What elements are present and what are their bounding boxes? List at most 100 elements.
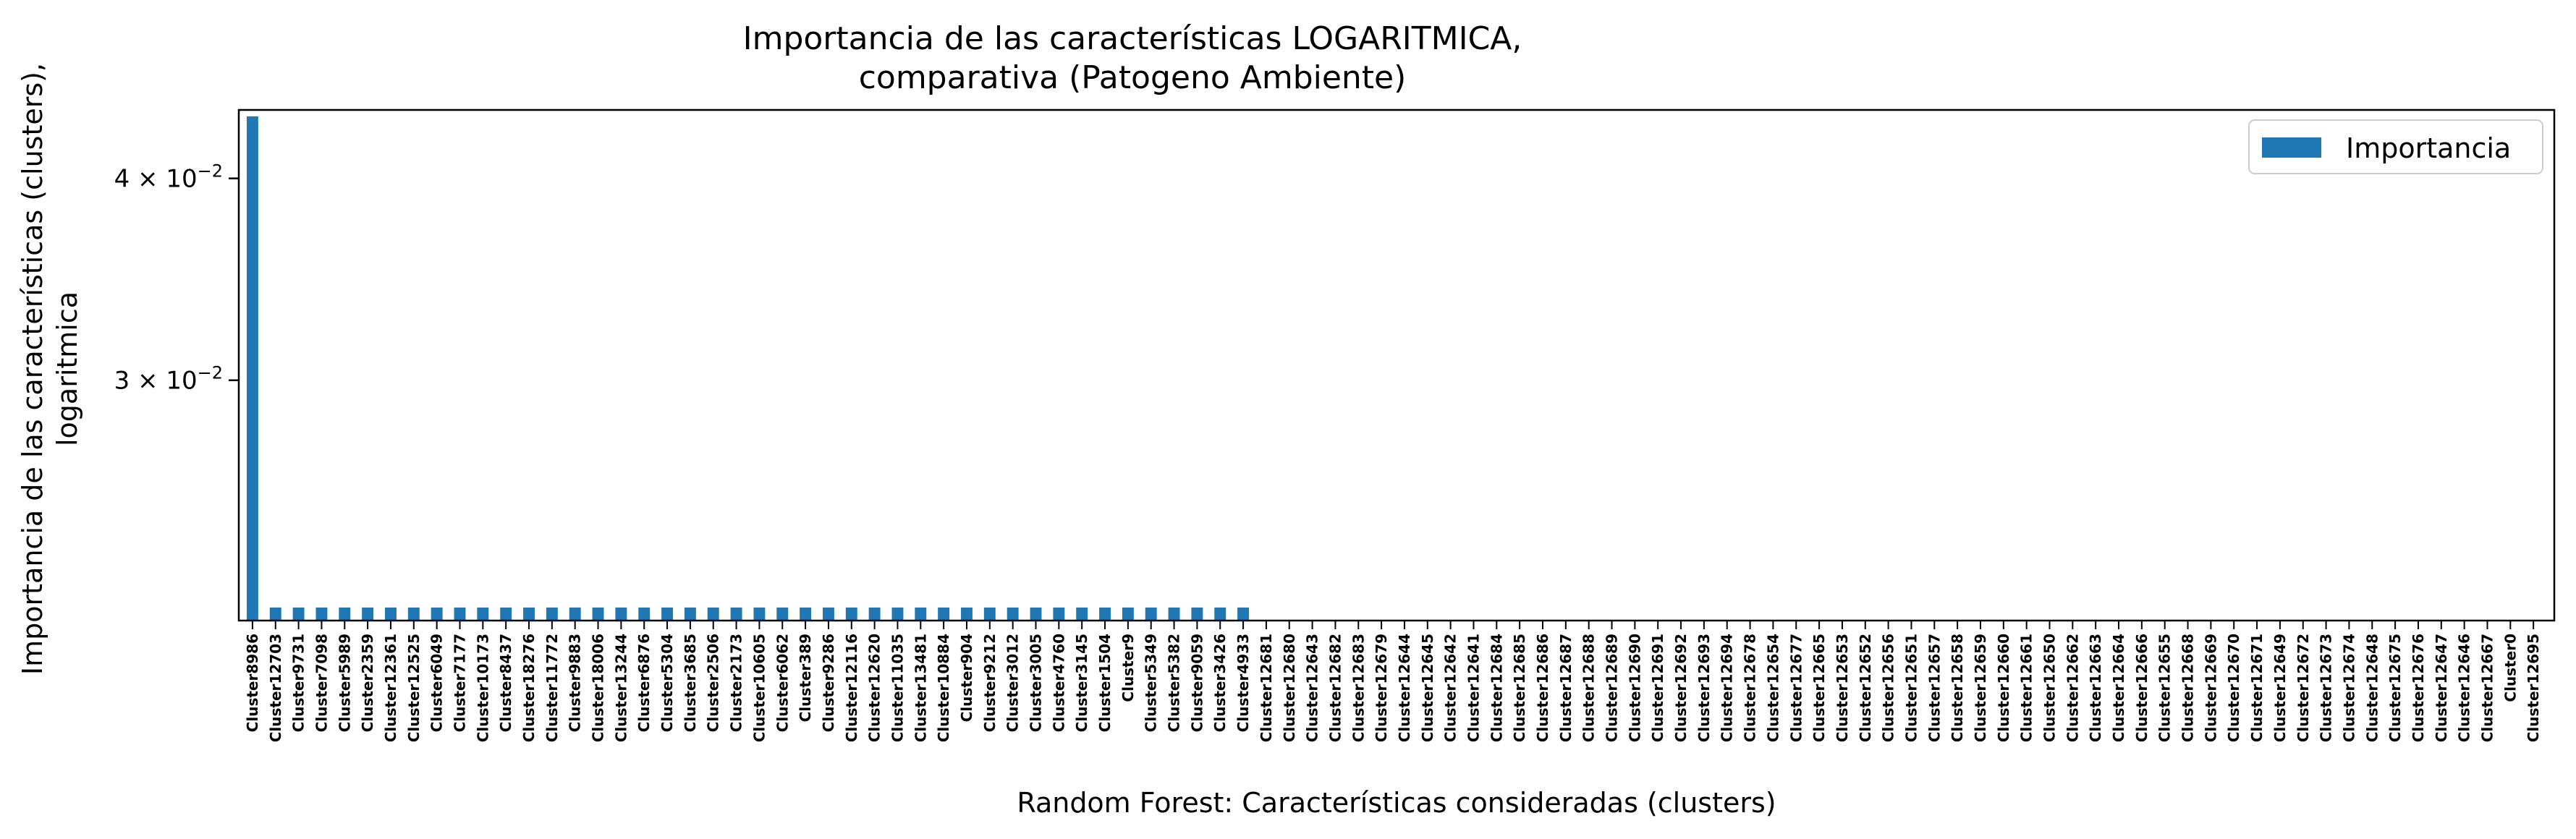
x-tick-label: Cluster904	[958, 634, 975, 722]
bar	[592, 607, 604, 621]
x-tick-label: Cluster2506	[705, 634, 722, 732]
chart-title-line-2: comparativa (Patogeno Ambiente)	[859, 59, 1407, 96]
x-tick-label: Cluster12620	[866, 634, 884, 742]
x-tick-label: Cluster3012	[1004, 634, 1022, 732]
x-tick-label: Cluster12653	[1834, 634, 1851, 742]
x-tick-label: Cluster11035	[889, 634, 906, 742]
bar	[661, 607, 674, 621]
x-tick-label: Cluster389	[797, 634, 814, 722]
x-tick-label: Cluster12655	[2156, 634, 2174, 742]
x-tick-label: Cluster7098	[313, 634, 330, 732]
x-tick-label: Cluster12641	[1465, 634, 1482, 742]
bar	[315, 607, 328, 621]
bar	[477, 607, 489, 621]
x-tick-label: Cluster12661	[2018, 634, 2035, 742]
x-tick-label: Cluster12659	[1972, 634, 1989, 742]
y-axis-ticks: 4 × 10−2 3 × 10−2	[114, 161, 239, 396]
bar	[385, 607, 397, 621]
x-axis-label: Random Forest: Características considera…	[1017, 787, 1776, 819]
x-tick-label: Cluster12665	[1810, 634, 1828, 742]
bar	[1099, 607, 1111, 621]
x-tick-label: Cluster12642	[1442, 634, 1459, 742]
bar	[1053, 607, 1065, 621]
x-tick-label: Cluster4933	[1234, 634, 1252, 732]
x-tick-label: Cluster12677	[1787, 634, 1805, 742]
x-tick-label: Cluster12651	[1902, 634, 1920, 742]
bar	[707, 607, 719, 621]
x-tick-label: Cluster4760	[1050, 634, 1067, 732]
x-tick-label: Cluster12647	[2433, 634, 2450, 742]
bar	[1076, 607, 1088, 621]
x-tick-label: Cluster12674	[2340, 634, 2357, 742]
x-tick-label: Cluster12652	[1857, 634, 1874, 742]
bar	[246, 116, 258, 621]
x-tick-label: Cluster12673	[2318, 634, 2335, 742]
bar	[431, 607, 443, 621]
x-tick-label: Cluster18006	[590, 634, 607, 742]
x-tick-label: Cluster3426	[1211, 634, 1229, 732]
x-tick-label: Cluster12685	[1511, 634, 1528, 742]
bar	[1007, 607, 1019, 621]
x-tick-label: Cluster1504	[1096, 634, 1114, 732]
bar	[1191, 607, 1203, 621]
plot-frame	[237, 108, 2556, 622]
x-tick-label: Cluster12667	[2478, 634, 2496, 742]
x-tick-label: Cluster12676	[2410, 634, 2427, 742]
x-tick-label: Cluster12693	[1695, 634, 1713, 742]
x-tick-label: Cluster12681	[1258, 634, 1275, 742]
x-tick-label: Cluster12695	[2525, 634, 2542, 742]
bar	[269, 607, 281, 621]
x-tick-label: Cluster7177	[451, 634, 468, 732]
x-tick-label: Cluster8437	[497, 634, 514, 732]
x-tick-label: Cluster12670	[2225, 634, 2242, 742]
x-tick-label: Cluster12694	[1719, 634, 1736, 742]
x-tick-label: Cluster12690	[1626, 634, 1643, 742]
bar	[1214, 607, 1226, 621]
bar	[615, 607, 627, 621]
x-tick-label: Cluster12672	[2295, 634, 2312, 742]
x-tick-label: Cluster12656	[1880, 634, 1897, 742]
bar	[938, 607, 950, 621]
bar	[961, 607, 973, 621]
x-tick-label: Cluster5382	[1166, 634, 1183, 732]
x-tick-label: Cluster12116	[843, 634, 860, 742]
bar	[292, 607, 305, 621]
bar	[776, 607, 789, 621]
x-tick-label: Cluster12671	[2248, 634, 2266, 742]
x-tick-label: Cluster12657	[1925, 634, 1943, 742]
bar	[753, 607, 766, 621]
bar	[983, 607, 996, 621]
x-tick-label: Cluster6876	[635, 634, 653, 732]
x-tick-label: Cluster12675	[2386, 634, 2404, 742]
x-tick-label: Cluster11772	[543, 634, 561, 742]
bar	[546, 607, 558, 621]
x-tick-label: Cluster9212	[981, 634, 999, 732]
bar	[800, 607, 812, 621]
bar	[569, 607, 581, 621]
x-tick-label: Cluster12525	[405, 634, 423, 742]
bar	[523, 607, 535, 621]
x-tick-label: Cluster5304	[658, 634, 676, 732]
x-tick-label: Cluster12687	[1557, 634, 1575, 742]
x-tick-label: Cluster12648	[2363, 634, 2381, 742]
chart-title-line-1: Importancia de las características LOGAR…	[743, 20, 1522, 57]
y-tick-label: 3 × 10−2	[114, 363, 223, 396]
x-tick-label: Cluster12650	[2041, 634, 2059, 742]
x-tick-label: Cluster12668	[2179, 634, 2197, 742]
x-tick-label: Cluster13481	[912, 634, 929, 742]
x-tick-label: Cluster9	[1119, 634, 1137, 702]
legend-frame	[2248, 119, 2543, 174]
x-tick-label: Cluster9731	[290, 634, 308, 732]
x-tick-label: Cluster12664	[2110, 634, 2127, 742]
x-tick-label: Cluster12646	[2456, 634, 2473, 742]
x-tick-label: Cluster3685	[682, 634, 699, 732]
x-tick-label: Cluster12666	[2133, 634, 2151, 742]
x-tick-label: Cluster5349	[1143, 634, 1160, 732]
bar	[339, 607, 351, 621]
x-tick-label: Cluster2359	[359, 634, 376, 732]
y-tick-label: 4 × 10−2	[114, 161, 223, 194]
x-tick-label: Cluster9883	[567, 634, 584, 732]
x-tick-label: Cluster5989	[336, 634, 353, 732]
x-tick-label: Cluster10173	[474, 634, 491, 742]
y-axis-label-line-2: logaritmica	[51, 291, 83, 446]
